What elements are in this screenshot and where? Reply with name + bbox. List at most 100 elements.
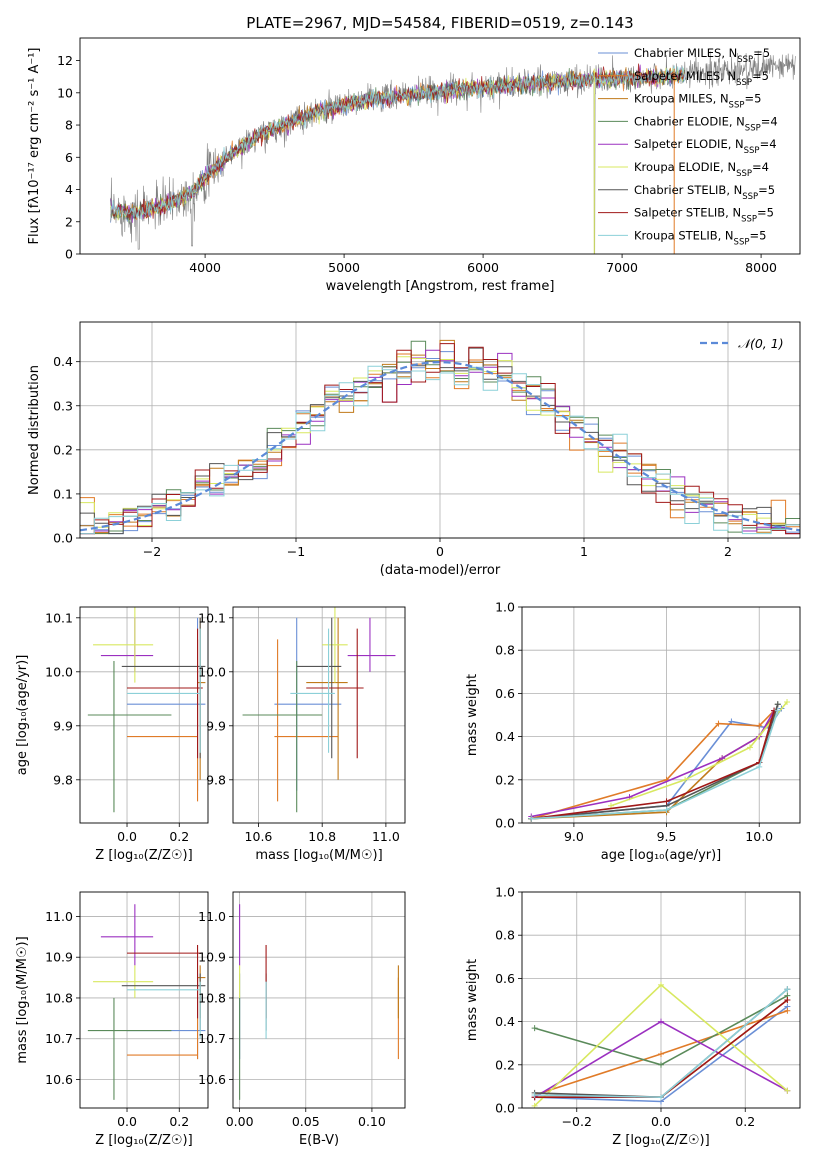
- residual-legend-label: 𝒩(0, 1): [738, 336, 784, 351]
- residual-axes-xlabel: (data-model)/error: [380, 563, 501, 578]
- spectrum-axes-xtick-label: 6000: [467, 260, 499, 275]
- age-vs-z-axes-ytick-label: 9.8: [53, 772, 73, 787]
- age-vs-z-axes-ylabel: age [log₁₀(age/yr)]: [15, 655, 30, 776]
- legend-entry: Chabrier MILES, NSSP=5: [634, 46, 770, 65]
- spectrum-axes-ytick-label: 4: [65, 182, 73, 197]
- weight-vs-z-marker: [784, 986, 791, 993]
- weight-vs-age-marker: [756, 763, 763, 770]
- weight-vs-z-marker: [784, 1007, 791, 1014]
- legend-nssp: =5: [757, 206, 774, 220]
- age-vs-z-plot: [87, 607, 206, 813]
- mass-vs-z-frame: [79, 891, 209, 1109]
- residual-axes-ytick-label: 0.4: [53, 354, 73, 369]
- mass-vs-z-axes-ytick-label: 10.7: [45, 1031, 73, 1046]
- weight-vs-z-axes-ytick-label: 0.2: [495, 1057, 515, 1072]
- residual-axes-ylabel: Normed distribution: [27, 365, 42, 495]
- weight-vs-age-line: [531, 710, 779, 820]
- legend-nssp: =4: [761, 114, 778, 128]
- age-vs-mass-axes-ytick-label: 10.1: [198, 610, 226, 625]
- legend-subscript: SSP: [736, 169, 752, 179]
- weight-vs-z-axes-ytick-label: 0.4: [495, 1014, 515, 1029]
- weight-vs-age-axes-ylabel: mass weight: [465, 674, 480, 756]
- residual-plot: [80, 339, 800, 535]
- weight-vs-age-marker: [774, 707, 781, 714]
- mass-vs-ebv-axes-ytick-label: 10.9: [198, 950, 226, 965]
- spectrum-axes-ytick-label: 8: [65, 118, 73, 133]
- spectrum-axes-xlabel: wavelength [Angstrom, rest frame]: [326, 279, 555, 294]
- weight-vs-age-marker: [728, 718, 735, 725]
- age-vs-z-axes-xlabel: Z [log₁₀(Z/Z☉)]: [95, 848, 192, 863]
- weight-vs-age-marker: [719, 755, 726, 762]
- residual-axes-ytick-label: 0.0: [53, 531, 73, 546]
- spectrum-axes-xtick-label: 7000: [606, 260, 638, 275]
- mass-vs-ebv-axes-ytick-label: 11.0: [198, 909, 226, 924]
- legend-subscript: SSP: [729, 101, 745, 111]
- legend-entry: Kroupa ELODIE, NSSP=4: [634, 160, 769, 179]
- weight-vs-age-marker: [746, 744, 753, 751]
- weight-vs-age-axes-xtick-label: 9.0: [564, 829, 584, 844]
- weight-vs-age-axes-xtick-label: 10.0: [745, 829, 773, 844]
- weight-vs-age-marker: [774, 701, 781, 708]
- weight-vs-z-marker: [784, 997, 791, 1003]
- legend-nssp: =5: [752, 69, 769, 83]
- weight-vs-age-frame: [521, 606, 801, 824]
- legend-entry: Kroupa STELIB, NSSP=5: [634, 228, 766, 247]
- weight-vs-z-plot: [531, 981, 791, 1108]
- weight-vs-age-line: [531, 710, 775, 818]
- age-vs-mass-axes-ytick-label: 10.0: [198, 664, 226, 679]
- legend-entry: Salpeter MILES, NSSP=5: [634, 69, 769, 88]
- weight-vs-age-marker: [756, 722, 763, 729]
- normal-reference-curve: [80, 360, 800, 532]
- mass-vs-z-axes-xlabel: Z [log₁₀(Z/Z☉)]: [95, 1133, 192, 1148]
- age-vs-z-axes-ytick-label: 10.0: [45, 664, 73, 679]
- weight-vs-z-axes-xlabel: Z [log₁₀(Z/Z☉)]: [612, 1133, 709, 1148]
- legend-entry: Chabrier STELIB, NSSP=5: [634, 183, 775, 202]
- residual-axes: −2 −1 0 1 2 0.0 0.1 0.2 0.3 0.4 (data-model)/error…: [27, 322, 800, 578]
- weight-vs-age-axes-ytick-label: 1.0: [495, 600, 515, 615]
- legend-nssp: =4: [752, 160, 769, 174]
- age-vs-mass-axes-xtick-label: 10.8: [308, 829, 336, 844]
- weight-vs-z-axes-xtick-label: 0.0: [651, 1114, 671, 1129]
- legend-nssp: =5: [744, 92, 761, 106]
- weight-vs-z-axes-ytick-label: 0.6: [495, 971, 515, 986]
- age-vs-mass-frame: [232, 606, 406, 824]
- spectrum-frame: [79, 37, 801, 255]
- mass-vs-z-plot: [87, 904, 206, 1100]
- spectrum-axes-ylabel: Flux [fλ10⁻¹⁷ erg cm⁻² s⁻¹ A⁻¹]: [27, 48, 42, 245]
- residual-axes-xtick-label: −2: [143, 544, 161, 559]
- weight-vs-age-plot: [528, 699, 791, 822]
- weight-vs-z-marker: [784, 1087, 791, 1094]
- weight-vs-age-marker: [715, 720, 722, 727]
- legend-entry: Chabrier ELODIE, NSSP=4: [634, 114, 778, 133]
- weight-vs-z-marker: [531, 1092, 538, 1099]
- weight-vs-z-axes-ytick-label: 0.0: [495, 1101, 515, 1116]
- age-vs-mass-axes: 10.6 10.8 11.0 9.8 9.9 10.0 10.1 mass [log₁₀(M/…: [198, 607, 405, 863]
- weight-vs-age-line: [531, 703, 779, 820]
- legend-nssp: =4: [760, 137, 777, 151]
- weight-vs-age-line: [531, 710, 775, 820]
- weight-vs-z-marker: [658, 1051, 664, 1057]
- mass-vs-z-axes-ylabel: mass [log₁₀(M/M☉)]: [15, 936, 30, 1063]
- weight-vs-z-marker: [531, 1025, 538, 1032]
- spectrum-axes-xtick-label: 8000: [745, 260, 777, 275]
- mass-vs-z-axes-ytick-label: 10.6: [45, 1072, 73, 1087]
- residual-axes-ytick-label: 0.1: [53, 486, 73, 501]
- weight-vs-z-axes-ylabel: mass weight: [465, 959, 480, 1041]
- mass-vs-ebv-axes-ytick-label: 10.6: [198, 1072, 226, 1087]
- mass-vs-z-axes-ytick-label: 10.9: [45, 950, 73, 965]
- age-vs-z-axes: 0.0 0.2 9.8 9.9 10.0 10.1 Z [log₁₀(Z/Z☉)] age […: [15, 607, 208, 863]
- weight-vs-z-marker: [658, 1061, 664, 1068]
- mass-vs-z-axes-ytick-label: 10.8: [45, 990, 73, 1005]
- spectrum-axes-xtick-label: 4000: [189, 260, 221, 275]
- weight-vs-z-axes-xtick-label: 0.2: [735, 1114, 755, 1129]
- weight-vs-z-axes-ytick-label: 1.0: [495, 885, 515, 900]
- weight-vs-age-marker: [663, 807, 670, 814]
- legend-nssp: =5: [749, 228, 766, 242]
- mass-vs-ebv-axes-xtick-label: 0.05: [292, 1114, 320, 1129]
- spectrum-axes-ytick-label: 10: [57, 85, 73, 100]
- spectrum-axes-ytick-label: 12: [57, 53, 73, 68]
- legend-nssp: =5: [758, 183, 775, 197]
- age-vs-z-axes-xtick-label: 0.0: [117, 829, 137, 844]
- age-vs-z-axes-ytick-label: 10.1: [45, 610, 73, 625]
